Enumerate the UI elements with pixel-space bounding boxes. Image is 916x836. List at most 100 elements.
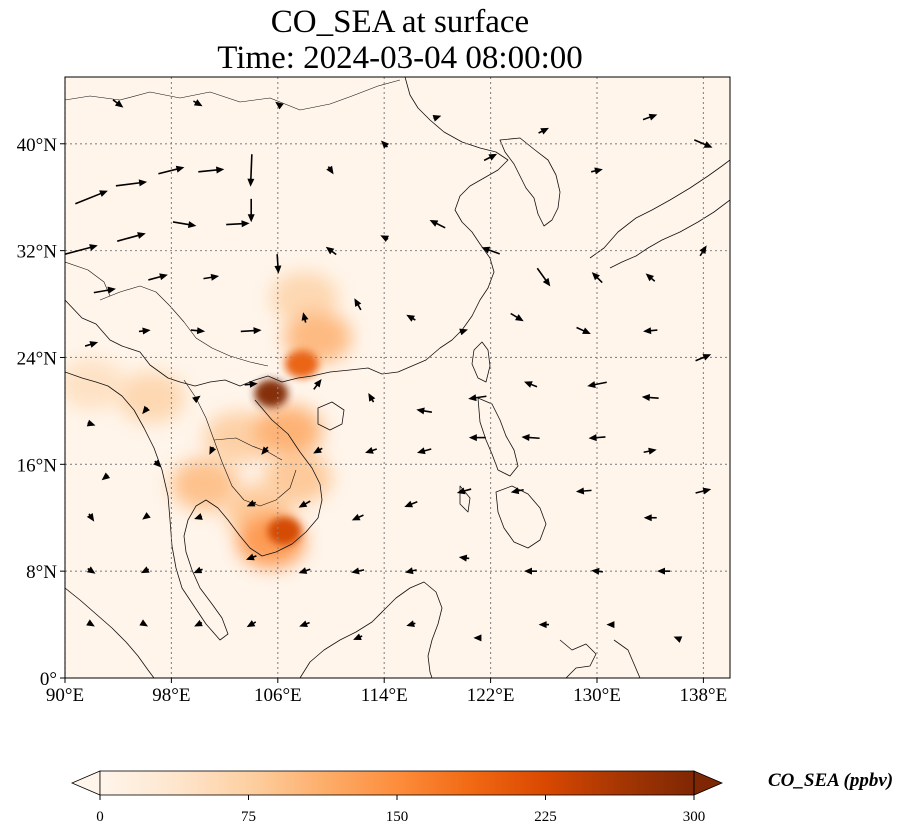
lat-tick-label: 0°	[40, 669, 57, 690]
wind-arrow	[193, 566, 203, 574]
co-plume-sichuan-guizhou	[270, 271, 339, 324]
colorbar-tick-label: 0	[96, 809, 104, 825]
colorbar-gradient	[100, 771, 694, 795]
border-mongolia	[65, 79, 401, 111]
wind-arrow	[244, 380, 258, 388]
wind-arrow	[203, 273, 220, 281]
wind-arrow	[468, 434, 486, 442]
coastlines-and-borders	[65, 77, 730, 678]
wind-arrow	[138, 327, 151, 335]
wind-arrow	[193, 99, 203, 107]
wind-arrow	[313, 446, 323, 454]
wind-arrow	[75, 190, 108, 205]
wind-arrow	[313, 378, 322, 390]
lon-tick-label: 122°E	[467, 685, 515, 706]
wind-arrow	[481, 246, 500, 255]
co-plume-hanoi-red-river	[254, 379, 288, 408]
coastline-indochina	[65, 371, 323, 641]
wind-arrow	[645, 273, 656, 282]
wind-arrow	[198, 166, 225, 174]
wind-arrow	[404, 567, 417, 575]
wind-arrow	[429, 220, 446, 229]
wind-arrow	[354, 298, 362, 311]
wind-arrow	[246, 499, 257, 507]
colorbar: 0 75 150 225 300	[70, 770, 724, 825]
lon-tick-label: 90°E	[46, 685, 84, 706]
wind-arrow	[483, 153, 498, 162]
wind-arrow	[298, 567, 311, 574]
coastline-sulawesi-moluccas	[559, 639, 641, 678]
wind-arrow	[326, 165, 334, 175]
wind-arrow	[576, 326, 591, 335]
wind-arrow	[588, 434, 606, 442]
lon-tick-label: 98°E	[152, 685, 190, 706]
co-plume-myanmar	[117, 371, 186, 424]
wind-arrow	[591, 567, 603, 575]
co-plume-ho-chi-minh-city	[267, 517, 302, 546]
wind-arrow	[524, 567, 537, 575]
wind-arrow	[351, 567, 365, 575]
border-india-tibet	[65, 261, 111, 297]
wind-arrow	[190, 327, 206, 335]
wind-arrow	[695, 487, 712, 495]
wind-arrow	[153, 459, 162, 468]
wind-arrow	[510, 312, 524, 322]
border-myanmar-laos-thailand	[183, 379, 297, 507]
wind-arrow	[591, 272, 603, 284]
coastline-sumatra	[65, 587, 155, 678]
wind-arrow	[101, 472, 111, 481]
wind-arrow	[112, 99, 124, 108]
wind-arrow	[142, 405, 150, 415]
map-background	[65, 77, 730, 678]
wind-arrow	[459, 328, 468, 336]
wind-arrow	[172, 221, 197, 228]
wind-arrow	[365, 447, 378, 454]
wind-arrow	[86, 566, 96, 574]
wind-arrow	[192, 395, 201, 404]
colorbar-extend-max	[693, 770, 724, 796]
lon-tick-label: 130°E	[573, 685, 621, 706]
wind-arrow	[158, 165, 185, 175]
wind-arrow	[247, 154, 255, 187]
wind-arrow	[86, 513, 95, 522]
wind-arrow	[261, 446, 270, 455]
wind-arrow	[524, 381, 538, 388]
co-plume-thailand-north	[170, 458, 239, 511]
wind-arrow	[587, 381, 607, 388]
wind-vector-field	[65, 99, 713, 643]
wind-arrow	[246, 620, 257, 628]
lon-tick-label: 138°E	[680, 685, 728, 706]
wind-arrow	[368, 392, 376, 403]
wind-arrow	[301, 312, 309, 323]
wind-arrow	[325, 246, 337, 256]
lat-tick-label: 40°N	[17, 135, 58, 156]
wind-arrow	[194, 513, 203, 520]
wind-arrow	[406, 314, 416, 322]
wind-arrow	[299, 620, 310, 627]
wind-arrow	[643, 327, 658, 335]
wind-arrow	[86, 419, 96, 427]
coastline-korea	[499, 137, 561, 227]
wind-arrow	[247, 198, 255, 223]
lat-tick-label: 16°N	[17, 455, 58, 476]
wind-arrow	[351, 513, 364, 521]
wind-arrow	[142, 512, 151, 520]
wind-arrow	[404, 500, 418, 508]
colorbar-tick-label: 225	[534, 809, 557, 825]
colorbar-ticks: 0 75 150 225 300	[96, 795, 705, 825]
wind-arrow	[643, 514, 657, 522]
map-title: CO_SEA at surface	[270, 4, 530, 40]
wind-arrow	[606, 621, 615, 629]
wind-arrow	[86, 619, 95, 627]
lon-tick-label: 114°E	[361, 685, 408, 706]
wind-arrow	[590, 167, 603, 175]
colorbar-tick-label: 300	[683, 809, 706, 825]
wind-arrow	[84, 341, 99, 348]
map-frame	[64, 76, 731, 679]
colorbar-tick-label: 150	[386, 809, 409, 825]
wind-arrow	[406, 620, 416, 628]
wind-arrow	[274, 254, 282, 274]
wind-arrow	[575, 487, 592, 495]
wind-arrow	[93, 286, 116, 294]
co-plume-south-china-hunan	[284, 350, 319, 379]
